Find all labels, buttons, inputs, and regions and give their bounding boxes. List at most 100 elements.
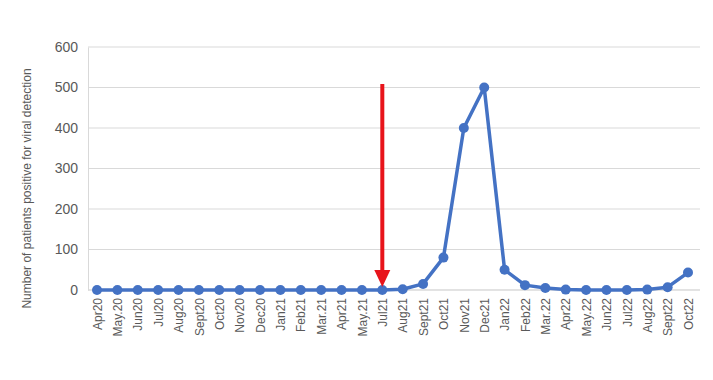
data-point <box>337 285 347 295</box>
data-point <box>520 280 530 290</box>
data-point <box>194 285 204 295</box>
y-tick: 200 <box>55 201 88 217</box>
x-tick-label: May.20 <box>111 298 125 337</box>
x-tick-label: Nov21 <box>458 298 472 333</box>
x-tick-label: Jun22 <box>600 298 614 331</box>
y-axis: 0 100 200 300 400 500 600 <box>55 39 89 298</box>
x-tick: Jul22 <box>621 290 635 327</box>
y-tick: 300 <box>55 160 88 176</box>
data-point <box>561 285 571 295</box>
y-tick-label: 200 <box>55 201 79 217</box>
x-tick-label: Oct20 <box>213 298 227 330</box>
x-tick: Dec20 <box>254 290 268 333</box>
x-tick: Aug20 <box>172 290 186 333</box>
series-line <box>97 88 688 291</box>
x-tick-label: Dec20 <box>254 298 268 333</box>
data-point <box>112 285 122 295</box>
chart: 0100200300400500600Apr20May.20Jun20Jul20… <box>0 0 713 380</box>
x-tick-label: Aug20 <box>172 298 186 333</box>
x-tick-label: Jan21 <box>274 298 288 331</box>
x-tick: Apr22 <box>559 290 573 330</box>
data-point <box>642 285 652 295</box>
data-point <box>133 285 143 295</box>
x-tick: Sept20 <box>193 290 207 336</box>
x-tick: Sept22 <box>661 290 675 336</box>
x-tick-label: Aug22 <box>641 298 655 333</box>
x-tick-label: Apr22 <box>559 298 573 330</box>
data-point <box>398 284 408 294</box>
x-tick-label: Jul22 <box>621 298 635 327</box>
x-tick: Dec21 <box>478 290 492 333</box>
x-tick: Jul21 <box>376 290 390 327</box>
x-tick: Sept21 <box>417 290 431 336</box>
x-tick-label: May.22 <box>580 298 594 337</box>
y-tick: 500 <box>55 79 88 95</box>
data-point <box>581 285 591 295</box>
y-tick: 100 <box>55 241 88 257</box>
x-tick: May.20 <box>111 290 125 336</box>
x-tick-label: May.21 <box>356 298 370 337</box>
data-point <box>622 285 632 295</box>
grid-line <box>88 87 700 88</box>
data-point <box>296 285 306 295</box>
data-point <box>92 285 102 295</box>
x-tick: May.21 <box>356 290 370 336</box>
arrow-shaft <box>380 84 384 272</box>
data-point <box>235 285 245 295</box>
data-point <box>601 285 611 295</box>
x-tick-label: Oct22 <box>682 298 696 330</box>
y-tick-label: 500 <box>55 79 79 95</box>
data-point <box>418 279 428 289</box>
x-tick-label: Mar.22 <box>539 298 553 335</box>
plot-area <box>92 83 693 296</box>
y-axis-title: Number of patients positive for viral de… <box>20 68 34 308</box>
data-point <box>214 285 224 295</box>
x-tick-label: Feb21 <box>294 298 308 332</box>
x-tick: Aug22 <box>641 290 655 333</box>
x-axis: Apr20May.20Jun20Jul20Aug20Sept20Oct20Nov… <box>88 290 700 336</box>
arrow-head <box>374 270 390 287</box>
y-tick: 600 <box>55 39 88 55</box>
x-tick: Apr21 <box>335 290 349 330</box>
y-tick-label: 400 <box>55 120 79 136</box>
y-tick: 400 <box>55 120 88 136</box>
data-point <box>316 285 326 295</box>
grid-line <box>88 249 700 250</box>
x-tick: Jun20 <box>131 290 145 331</box>
x-tick-label: Jun20 <box>131 298 145 331</box>
data-point <box>500 265 510 275</box>
x-tick: Jun22 <box>600 290 614 331</box>
x-tick-label: Mar.21 <box>315 298 329 335</box>
x-tick: Oct20 <box>213 290 227 330</box>
data-point <box>357 285 367 295</box>
data-point <box>479 83 489 93</box>
x-tick: Feb22 <box>519 290 533 332</box>
x-tick: Feb21 <box>294 290 308 332</box>
x-tick: May.22 <box>580 290 594 336</box>
x-tick: Mar.22 <box>539 290 553 335</box>
data-point <box>683 268 693 278</box>
x-tick-label: Apr20 <box>91 298 105 330</box>
x-tick: Jan22 <box>498 290 512 331</box>
x-tick-label: Oct21 <box>437 298 451 330</box>
x-tick: Oct22 <box>682 290 696 330</box>
annotation-arrow <box>374 84 390 287</box>
data-point <box>153 285 163 295</box>
x-tick-label: Jan22 <box>498 298 512 331</box>
x-tick: Oct21 <box>437 290 451 330</box>
y-tick-label: 300 <box>55 160 79 176</box>
data-point <box>663 282 673 292</box>
grid-line <box>88 47 700 48</box>
grid-line <box>88 168 700 169</box>
grid <box>88 47 700 290</box>
y-tick-label: 0 <box>70 282 78 298</box>
x-tick: Aug21 <box>396 290 410 333</box>
y-tick-label: 600 <box>55 39 79 55</box>
x-tick-label: Jul21 <box>376 298 390 327</box>
x-tick-label: Aug21 <box>396 298 410 333</box>
x-tick: Nov21 <box>458 290 472 333</box>
data-point <box>275 285 285 295</box>
x-tick-label: Feb22 <box>519 298 533 332</box>
grid-line <box>88 128 700 129</box>
x-tick-label: Sept22 <box>661 298 675 336</box>
